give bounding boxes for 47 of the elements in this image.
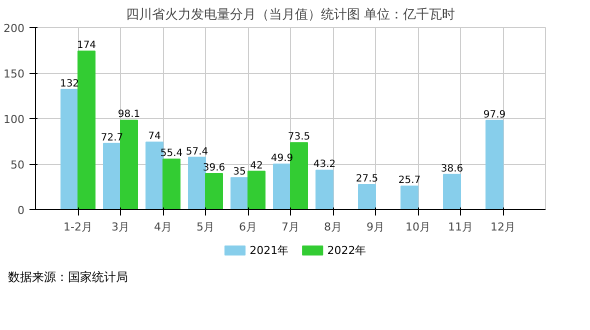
data-label: 74 xyxy=(148,131,161,142)
bar xyxy=(103,142,121,210)
x-tick-label: 12月 xyxy=(490,220,516,234)
data-label: 25.7 xyxy=(398,175,421,186)
data-label: 73.5 xyxy=(288,132,310,143)
data-label: 97.9 xyxy=(483,109,506,120)
bar xyxy=(78,50,96,210)
x-tick-label: 11月 xyxy=(448,220,473,234)
chart-title: 四川省火力发电量分月（当月值）统计图 单位：亿千瓦时 xyxy=(126,8,456,22)
bar xyxy=(230,177,248,210)
bar xyxy=(162,158,180,210)
source-note: 数据来源：国家统计局 xyxy=(8,269,128,286)
y-tick-label: 200 xyxy=(4,22,25,35)
data-label: 27.5 xyxy=(356,173,378,184)
bar xyxy=(248,170,266,210)
legend-label: 2021年 xyxy=(250,244,289,257)
x-tick-label: 9月 xyxy=(366,220,384,234)
data-label: 98.1 xyxy=(118,109,140,120)
x-tick-label: 8月 xyxy=(324,220,342,234)
bar xyxy=(486,120,504,210)
bar xyxy=(205,172,223,210)
x-tick-label: 7月 xyxy=(282,220,300,234)
data-label: 43.2 xyxy=(313,159,336,170)
x-tick-label: 6月 xyxy=(239,220,257,234)
data-label: 57.4 xyxy=(186,146,208,158)
bar xyxy=(443,174,461,210)
data-label: 42 xyxy=(250,160,263,172)
x-tick-label: 5月 xyxy=(196,220,214,234)
bar xyxy=(273,164,291,210)
data-label: 55.4 xyxy=(160,148,183,160)
data-label: 35 xyxy=(233,166,246,178)
bar xyxy=(60,88,78,210)
data-label: 174 xyxy=(76,40,96,52)
y-tick-label: 0 xyxy=(18,204,24,217)
bar xyxy=(400,186,418,210)
x-tick-label: 10月 xyxy=(406,220,430,234)
y-tick-label: 150 xyxy=(4,68,25,80)
legend-label: 2022年 xyxy=(327,244,366,257)
y-tick-label: 100 xyxy=(4,113,25,126)
bar xyxy=(316,170,334,210)
y-tick-label: 50 xyxy=(10,158,25,172)
x-tick-label: 1-2月 xyxy=(64,220,92,234)
x-tick-label: 4月 xyxy=(154,220,172,234)
bar xyxy=(358,184,376,210)
data-label: 38.6 xyxy=(440,163,464,174)
data-label: 39.6 xyxy=(202,162,226,174)
x-tick-label: 3月 xyxy=(112,220,130,234)
